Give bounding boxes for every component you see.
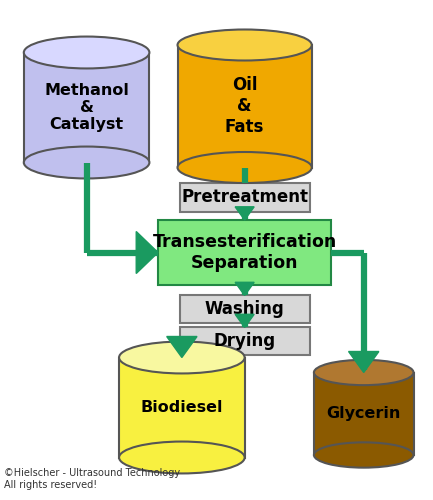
FancyBboxPatch shape: [180, 183, 310, 212]
Ellipse shape: [314, 360, 414, 385]
Ellipse shape: [24, 36, 149, 68]
Ellipse shape: [314, 442, 414, 468]
Polygon shape: [235, 207, 254, 220]
Text: Glycerin: Glycerin: [326, 406, 401, 421]
Ellipse shape: [178, 152, 312, 183]
Polygon shape: [235, 314, 254, 328]
Bar: [119, 358, 245, 458]
FancyBboxPatch shape: [180, 327, 310, 355]
Bar: [178, 45, 312, 168]
Text: Washing: Washing: [205, 300, 284, 318]
Bar: [314, 372, 414, 455]
Polygon shape: [136, 232, 158, 274]
Ellipse shape: [178, 30, 312, 60]
Ellipse shape: [119, 442, 245, 474]
Ellipse shape: [24, 146, 149, 178]
Text: Methanol
&
Catalyst: Methanol & Catalyst: [44, 82, 129, 132]
Bar: [24, 52, 149, 162]
FancyBboxPatch shape: [180, 295, 310, 323]
Text: Biodiesel: Biodiesel: [141, 400, 223, 415]
Text: Transesterification
Separation: Transesterification Separation: [152, 233, 337, 272]
Text: ©Hielscher - Ultrasound Technology
All rights reserved!: ©Hielscher - Ultrasound Technology All r…: [4, 468, 181, 490]
Text: Pretreatment: Pretreatment: [181, 188, 308, 206]
Text: Oil
&
Fats: Oil & Fats: [225, 76, 264, 136]
Ellipse shape: [119, 342, 245, 374]
Text: Drying: Drying: [213, 332, 276, 350]
Polygon shape: [167, 336, 197, 357]
Polygon shape: [235, 282, 254, 296]
Polygon shape: [349, 352, 379, 372]
FancyBboxPatch shape: [158, 220, 331, 285]
